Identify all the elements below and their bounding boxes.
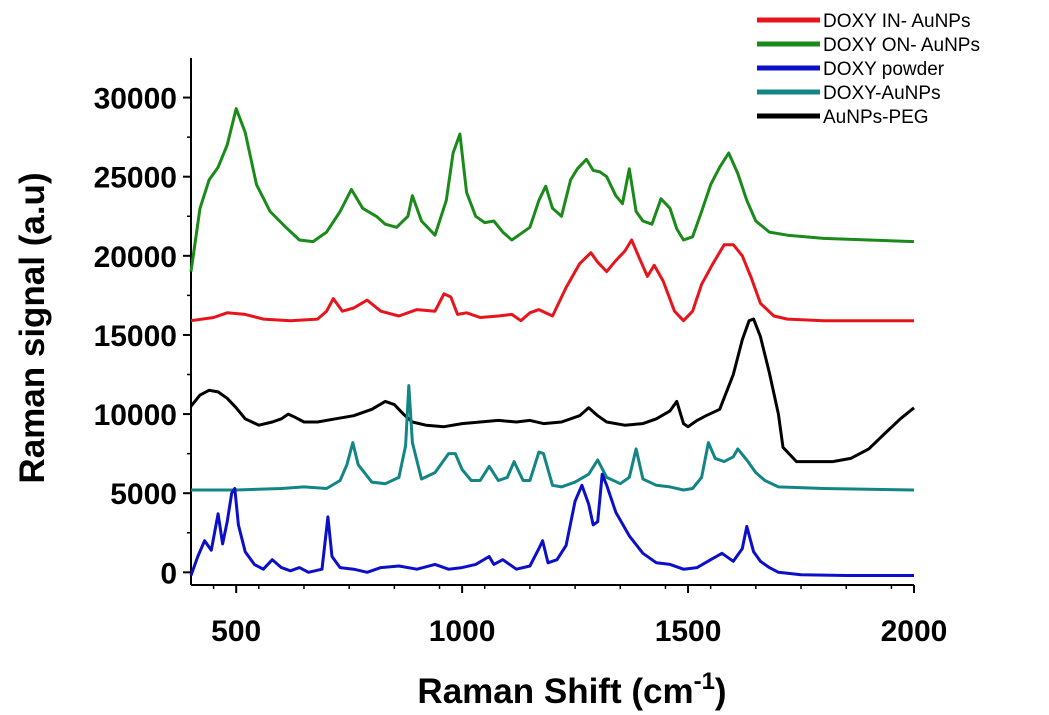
x-tick-label: 1500 [655,615,722,648]
series-line-aunps-peg [189,317,915,464]
x-tick-label: 500 [211,615,261,648]
legend-label: DOXY IN- AuNPs [823,11,970,32]
legend-label: DOXY powder [823,59,945,80]
series-line-doxy-on-aunps [189,107,915,272]
x-axis-ticks: 500 1000 1500 2000 [211,585,947,648]
x-axis-label-main: Raman Shift (cm [417,672,693,711]
y-tick-label: 25000 [94,162,177,195]
y-tick-label: 5000 [110,478,177,511]
y-axis-ticks: 0 5000 10000 15000 20000 25000 30000 [94,83,191,590]
y-tick-label: 30000 [94,83,177,116]
x-tick-label: 2000 [881,615,948,648]
y-tick-label: 10000 [94,399,177,432]
y-tick-label: 20000 [94,241,177,274]
series-line-doxy-powder [189,472,914,577]
legend-label: DOXY ON- AuNPs [823,35,980,56]
y-tick-label: 15000 [94,320,177,353]
y-axis-label: Raman signal (a.u) [13,172,52,483]
legend: DOXY IN- AuNPs DOXY ON- AuNPs DOXY powder D… [757,11,980,128]
y-tick-label: 0 [160,557,177,590]
series-line-doxy-aunps [191,384,915,492]
legend-label: AuNPs-PEG [823,107,929,128]
series-layer [189,107,915,577]
plot-axes [190,58,914,586]
x-axis-label-close: ) [715,672,727,711]
series-line-doxy-in-aunps [190,238,914,323]
legend-label: DOXY-AuNPs [823,83,941,104]
x-axis-label-superscript: -1 [694,668,715,695]
x-tick-label: 1000 [429,615,496,648]
x-axis-label: Raman Shift (cm-1) [417,668,726,711]
